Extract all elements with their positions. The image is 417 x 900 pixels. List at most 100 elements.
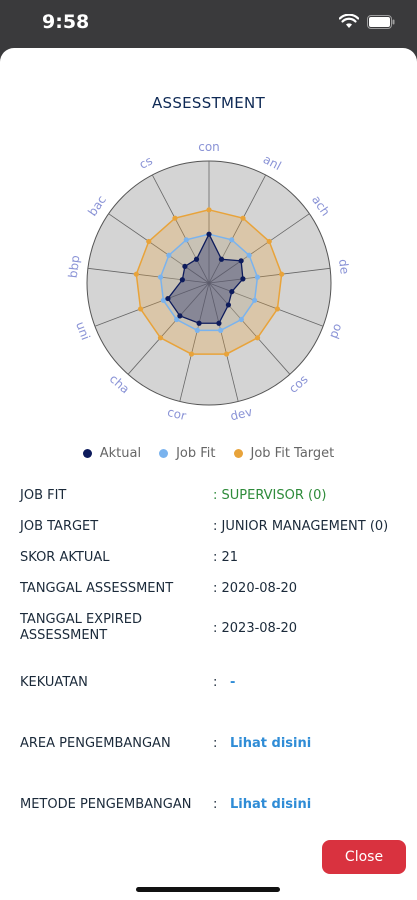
data-point — [160, 297, 166, 303]
data-point — [206, 207, 212, 213]
status-icons — [339, 14, 395, 29]
home-indicator — [136, 887, 280, 892]
radar-spoke — [208, 174, 267, 284]
data-point — [177, 313, 183, 319]
radar-spoke — [94, 282, 210, 327]
tanggal-assessment-label: TANGGAL ASSESSMENT — [20, 581, 174, 596]
legend-dot-icon — [82, 449, 92, 458]
data-point — [246, 252, 252, 258]
legend-item-aktual: Aktual — [82, 446, 142, 461]
data-point — [240, 215, 246, 221]
axis-label-cor: cor — [166, 405, 188, 423]
data-point — [225, 302, 232, 308]
radar-chart: con anl ach de po cos dev cor cha uni bbp bac cs — [66, 140, 352, 424]
data-point — [240, 276, 246, 282]
assessment-sheet: ASSESSTMENT con anl ach de po cos dev cor cha uni… — [0, 48, 417, 900]
radar-spoke — [151, 174, 210, 284]
close-button[interactable]: Close — [322, 840, 406, 874]
kekuatan-colon: : — [213, 675, 218, 690]
tanggal-expired-label-line1: TANGGAL EXPIRED — [20, 612, 143, 627]
kekuatan-value: - — [230, 675, 236, 690]
job-target-label: JOB TARGET — [20, 519, 99, 534]
area-pengembangan-label: AREA PENGEMBANGAN — [20, 736, 171, 751]
data-point — [218, 327, 224, 333]
data-point — [206, 231, 212, 237]
axis-label-uni: uni — [73, 320, 93, 342]
data-point — [137, 306, 144, 312]
data-point — [166, 252, 172, 258]
data-point — [179, 277, 185, 283]
tanggal-expired-value: : 2023-08-20 — [213, 621, 298, 636]
radar-spoke — [179, 282, 210, 402]
area-pengembangan-link[interactable]: Lihat disini — [230, 736, 312, 751]
axis-label-po: po — [326, 321, 344, 340]
legend-item-job-fit: Job Fit — [159, 446, 216, 461]
data-point — [146, 238, 152, 245]
data-point — [252, 297, 258, 303]
metode-pengembangan-link[interactable]: Lihat disini — [230, 797, 312, 812]
radar-spoke — [208, 282, 291, 375]
data-point — [229, 289, 235, 295]
kekuatan-label: KEKUATAN — [20, 675, 88, 690]
axis-label-dev: dev — [229, 405, 254, 424]
axis-label-de: de — [336, 258, 352, 275]
axis-label-con: con — [198, 140, 220, 154]
axis-label-cha: cha — [107, 372, 132, 397]
data-point — [165, 295, 171, 302]
job-target-value: : JUNIOR MANAGEMENT (0) — [213, 519, 389, 534]
data-point — [157, 274, 164, 280]
data-point — [193, 256, 200, 262]
data-point — [216, 320, 222, 326]
data-point — [254, 274, 261, 280]
axis-label-anl: anl — [261, 152, 284, 173]
area-pengembangan-colon: : — [213, 736, 218, 751]
wifi-icon — [339, 14, 359, 28]
data-point — [196, 320, 202, 326]
data-point — [266, 238, 272, 245]
axis-label-cs: cs — [137, 153, 155, 171]
tanggal-expired-label: TANGGAL EXPIRED ASSESSMENT — [20, 612, 210, 644]
radar-spoke — [208, 282, 324, 327]
status-time: 9:58 — [42, 11, 90, 33]
data-point — [182, 263, 188, 269]
data-point — [279, 271, 285, 277]
data-point — [172, 215, 178, 221]
data-point — [238, 258, 244, 264]
chart-legend: Aktual Job Fit Job Fit Target — [0, 446, 417, 461]
data-point — [274, 306, 281, 312]
data-point — [194, 327, 200, 333]
radar-spoke — [208, 267, 331, 284]
legend-item-job-fit-target: Job Fit Target — [233, 446, 335, 461]
axis-label-ach: ach — [309, 193, 333, 219]
skor-aktual-value: : 21 — [213, 550, 239, 565]
battery-icon — [367, 14, 395, 29]
skor-aktual-label: SKOR AKTUAL — [20, 550, 110, 565]
series-area-job-fit-target — [135, 209, 283, 355]
radar-spoke — [208, 213, 310, 284]
radar-spoke — [127, 282, 210, 375]
page-title: ASSESSTMENT — [151, 94, 266, 112]
data-point — [223, 351, 230, 357]
legend-dot-icon — [233, 449, 243, 458]
data-point — [229, 237, 235, 243]
legend-label: Job Fit Target — [250, 446, 335, 461]
tanggal-expired-label-line2: ASSESSMENT — [20, 628, 108, 643]
job-fit-value: : SUPERVISOR (0) — [213, 488, 327, 503]
series-area-job-fit — [159, 233, 259, 332]
legend-label: Aktual — [99, 446, 142, 461]
data-point — [174, 316, 180, 323]
radar-spoke — [87, 267, 210, 284]
data-point — [218, 256, 225, 262]
data-point — [157, 335, 164, 341]
metode-pengembangan-label: METODE PENGEMBANGAN — [20, 797, 192, 812]
data-point — [238, 316, 244, 323]
job-fit-label: JOB FIT — [20, 488, 67, 503]
data-point — [254, 335, 261, 341]
axis-label-bbp: bbp — [66, 254, 83, 278]
radar-spoke — [208, 282, 239, 402]
status-bar: 9:58 — [0, 0, 417, 48]
legend-label: Job Fit — [176, 446, 216, 461]
data-point — [188, 351, 195, 357]
tanggal-assessment-value: : 2020-08-20 — [213, 581, 298, 596]
data-point — [133, 271, 139, 277]
